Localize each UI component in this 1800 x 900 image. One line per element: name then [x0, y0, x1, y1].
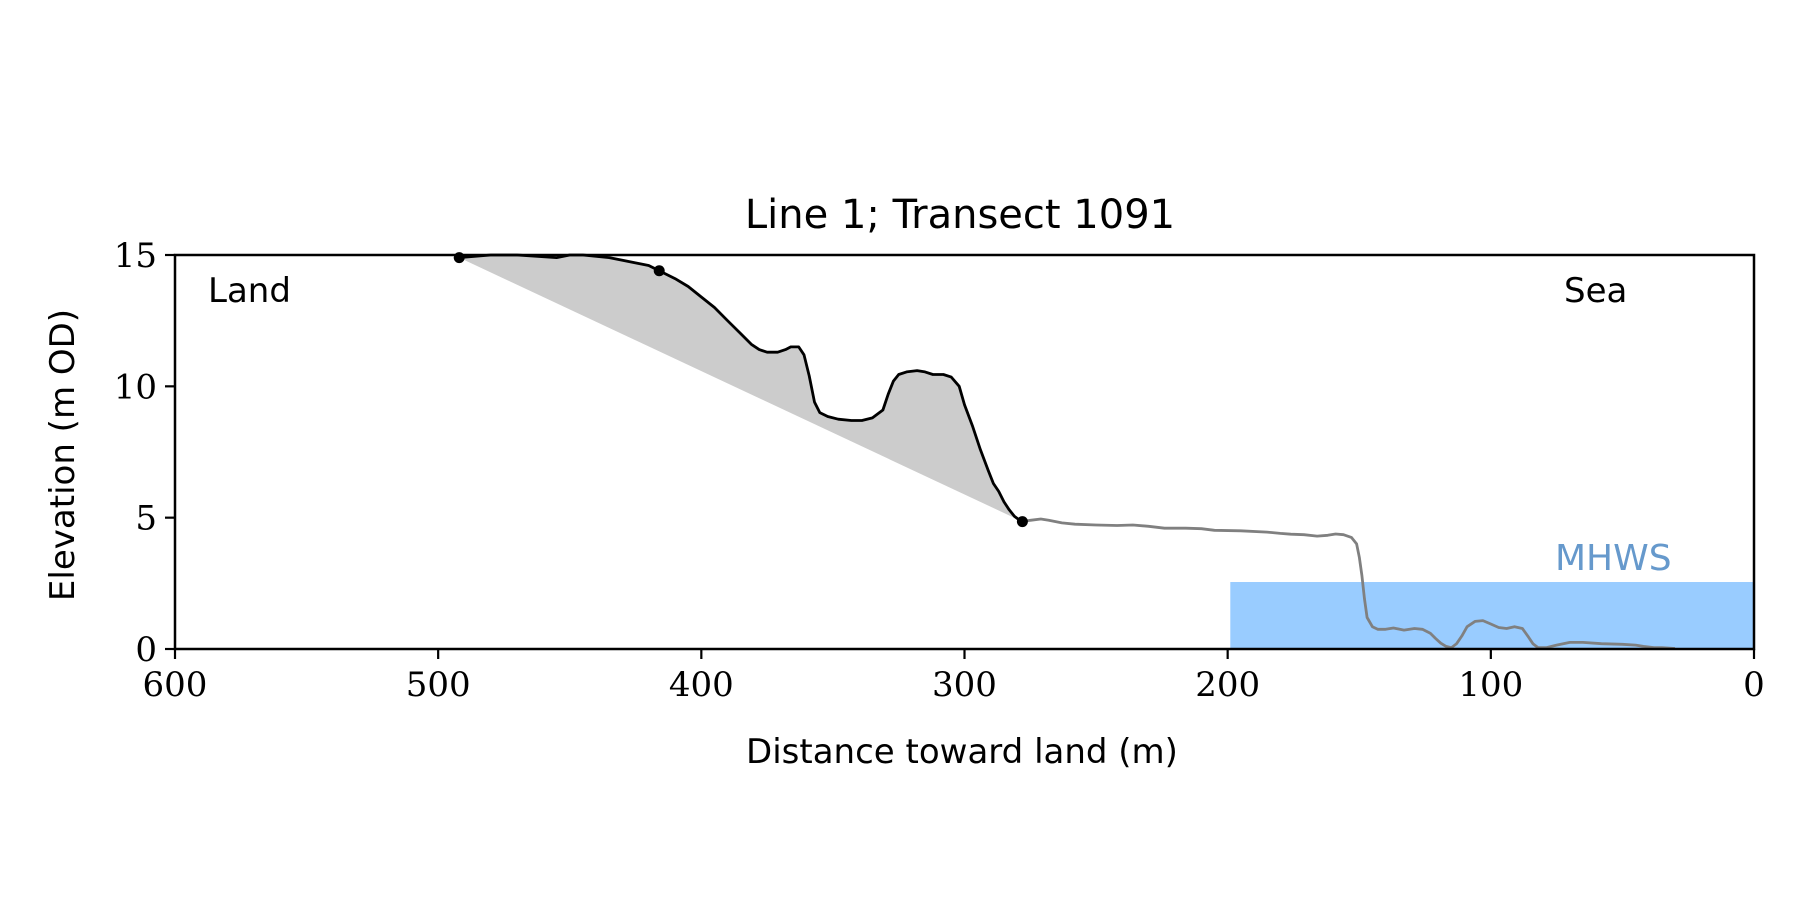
x-tick-label: 100 [1458, 665, 1523, 705]
profile-marker [1016, 516, 1028, 528]
profile-marker [653, 265, 665, 277]
chart-title: Line 1; Transect 1091 [745, 192, 1175, 238]
y-axis-ticks: 0 5 10 15 [114, 236, 175, 670]
cliff-recession-area [459, 255, 1023, 522]
foreshore-profile-line [1022, 517, 1676, 650]
cliff-profile-line [459, 253, 1024, 523]
x-tick-label: 0 [1743, 665, 1765, 705]
y-axis-label: Elevation (m OD) [43, 309, 83, 601]
y-tick-label: 5 [135, 499, 157, 539]
cliff-fill-layer [459, 255, 1023, 522]
y-tick-label: 10 [114, 367, 157, 407]
x-axis-label: Distance toward land (m) [746, 732, 1178, 772]
x-tick-label: 300 [932, 665, 997, 705]
y-tick-label: 0 [135, 630, 157, 670]
mhws-label: MHWS [1555, 538, 1672, 579]
x-tick-label: 600 [143, 665, 208, 705]
x-tick-label: 500 [406, 665, 471, 705]
mhws-layer [1230, 582, 1754, 649]
y-tick-label: 15 [114, 236, 157, 276]
x-tick-label: 400 [669, 665, 734, 705]
x-axis-ticks: 600 500 400 300 200 100 0 [143, 649, 1765, 705]
mhws-band [1230, 582, 1754, 649]
sea-annotation: Sea [1564, 271, 1627, 311]
land-annotation: Land [208, 271, 291, 311]
profile-lines-layer [459, 253, 1676, 650]
x-tick-label: 200 [1195, 665, 1260, 705]
